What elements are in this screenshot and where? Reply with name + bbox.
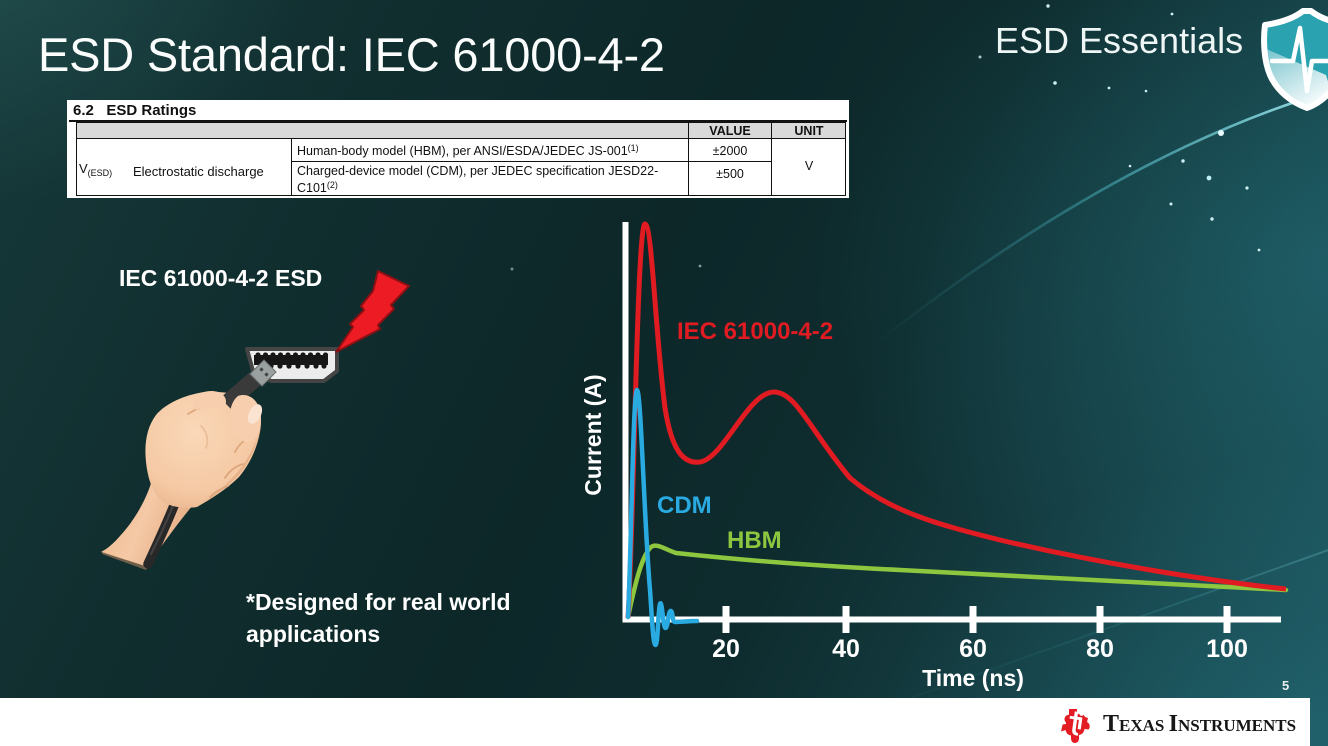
svg-text:Current (A): Current (A) [580,374,606,495]
svg-text:100: 100 [1206,635,1248,663]
svg-text:CDM: CDM [657,492,712,519]
svg-text:60: 60 [959,635,987,663]
svg-text:HBM: HBM [727,527,782,554]
svg-text:IEC 61000-4-2: IEC 61000-4-2 [677,318,833,345]
svg-text:Time (ns): Time (ns) [922,665,1024,691]
svg-text:40: 40 [832,635,860,663]
svg-text:20: 20 [712,635,740,663]
svg-text:80: 80 [1086,635,1114,663]
